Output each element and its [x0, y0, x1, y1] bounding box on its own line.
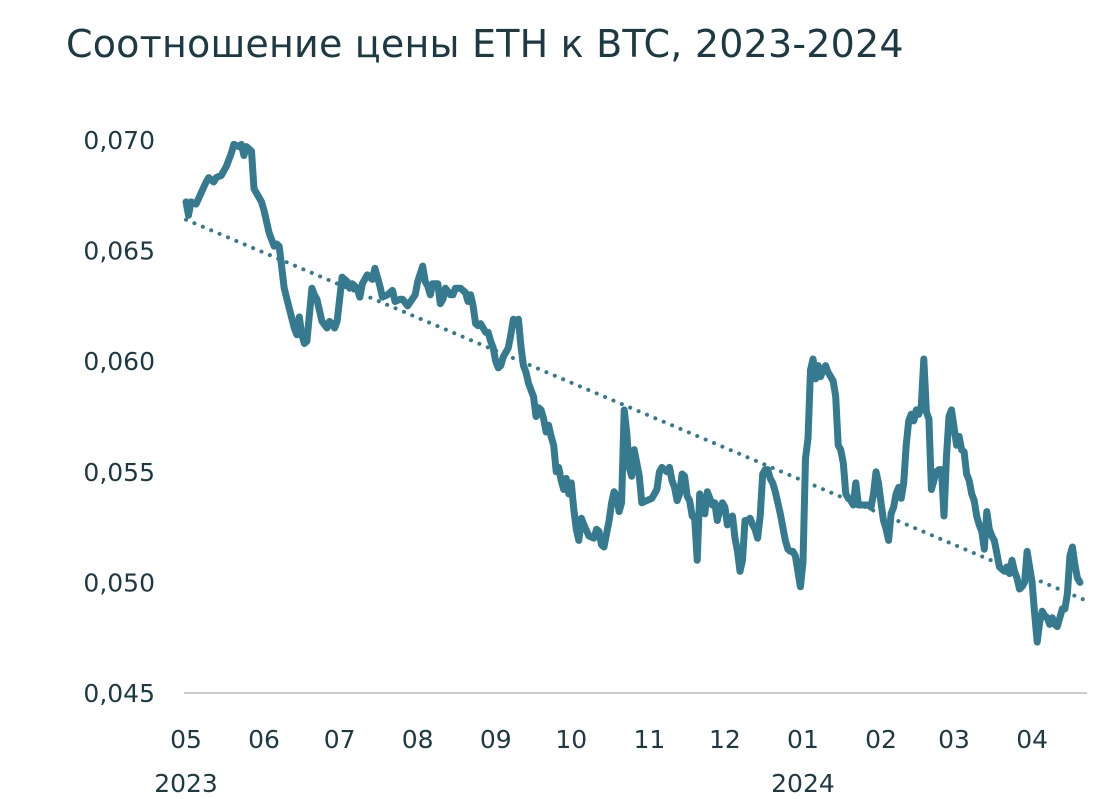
x-axis-ticks: 05 06 07 08 09 10 11 12 01 02 03 04: [170, 725, 1048, 754]
x-tick-label: 02: [865, 725, 897, 754]
y-tick-label: 0,070: [83, 126, 155, 155]
x-tick-label: 04: [1016, 725, 1048, 754]
x-tick-label: 05: [170, 725, 202, 754]
x-axis-year-labels: 2023 2024: [154, 769, 835, 798]
x-tick-label: 06: [248, 725, 280, 754]
y-tick-label: 0,055: [83, 458, 155, 487]
x-tick-label: 01: [787, 725, 819, 754]
year-label: 2023: [154, 769, 218, 798]
chart-title: Соотношение цены ETH к BTC, 2023-2024: [66, 22, 904, 66]
x-tick-label: 11: [633, 725, 665, 754]
y-tick-label: 0,050: [83, 568, 155, 597]
x-tick-label: 10: [555, 725, 587, 754]
y-tick-label: 0,060: [83, 347, 155, 376]
y-tick-label: 0,065: [83, 237, 155, 266]
x-tick-label: 08: [402, 725, 434, 754]
series-line: [182, 140, 1084, 646]
x-tick-label: 07: [324, 725, 356, 754]
year-label: 2024: [771, 769, 835, 798]
x-tick-label: 09: [480, 725, 512, 754]
x-tick-label: 12: [709, 725, 741, 754]
y-tick-label: 0,045: [83, 679, 155, 708]
x-tick-label: 03: [938, 725, 970, 754]
trend-line: [184, 217, 1087, 603]
y-axis-ticks: 0,070 0,065 0,060 0,055 0,050 0,045: [83, 126, 155, 708]
